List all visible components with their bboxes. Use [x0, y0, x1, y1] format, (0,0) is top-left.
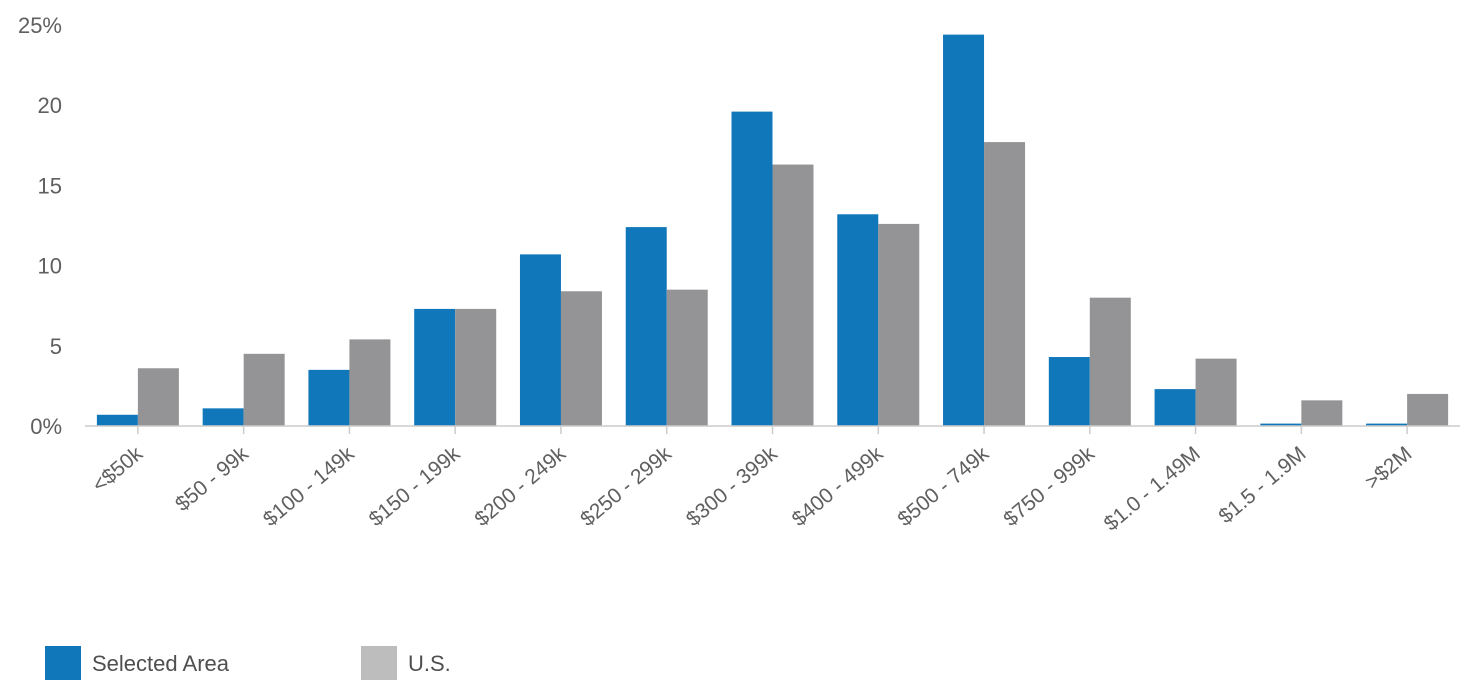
bar-us: [1301, 400, 1343, 426]
legend-item: U.S.: [361, 646, 451, 680]
legend-item: Selected Area: [45, 646, 230, 680]
bar-selected-area: [1048, 357, 1090, 426]
bar-selected-area: [308, 369, 350, 426]
legend-swatch: [361, 646, 397, 680]
bar-us: [137, 368, 179, 426]
y-axis: 0% 5 10 15 20 25%: [18, 13, 62, 439]
x-tick-label: $1.0 - 1.49M: [1100, 442, 1205, 535]
x-tick-label: $150 - 199k: [365, 442, 465, 531]
bars-group: [96, 34, 1449, 427]
y-tick-label: 25%: [18, 13, 62, 38]
x-tick-label: $500 - 749k: [893, 442, 993, 531]
legend-label: U.S.: [408, 651, 451, 676]
y-tick-label: 10: [38, 254, 62, 279]
x-tick-label: $300 - 399k: [682, 442, 782, 531]
bar-us: [772, 164, 814, 426]
bar-us: [878, 223, 920, 426]
x-tick-label: $50 - 99k: [171, 442, 253, 516]
bar-us: [984, 142, 1026, 427]
x-tick-label: $100 - 149k: [259, 442, 359, 531]
x-tick-label: <$50k: [88, 442, 147, 497]
bar-us: [1407, 393, 1449, 426]
x-tick-label: >$2M: [1361, 442, 1416, 494]
bar-selected-area: [414, 308, 456, 426]
bar-selected-area: [837, 214, 879, 426]
bar-us: [1195, 358, 1237, 426]
bar-selected-area: [519, 254, 561, 426]
bar-selected-area: [202, 408, 244, 426]
legend: Selected Area U.S.: [45, 646, 451, 680]
x-axis: <$50k $50 - 99k $100 - 149k $150 - 199k $200…: [85, 425, 1460, 536]
y-tick-label: 5: [50, 334, 62, 359]
x-tick-label: $400 - 499k: [788, 442, 888, 531]
x-tick-label: $200 - 249k: [470, 442, 570, 531]
bar-selected-area: [625, 227, 667, 426]
bar-us: [560, 291, 602, 426]
x-tick-label: $250 - 299k: [576, 442, 676, 531]
bar-us: [243, 353, 285, 426]
x-tick-label: $1.5 - 1.9M: [1214, 442, 1310, 528]
y-tick-label: 20: [38, 93, 62, 118]
bar-selected-area: [943, 34, 985, 427]
y-tick-label: 15: [38, 173, 62, 198]
bar-selected-area: [96, 414, 138, 426]
legend-label: Selected Area: [92, 651, 230, 676]
x-tick-label: $750 - 999k: [999, 442, 1099, 531]
bar-selected-area: [1154, 389, 1196, 426]
bar-us: [455, 308, 497, 426]
bar-us: [666, 289, 708, 426]
bar-selected-area: [1366, 423, 1408, 426]
bar-us: [349, 339, 391, 426]
bar-us: [1089, 297, 1131, 426]
bar-selected-area: [1260, 423, 1302, 426]
y-tick-label: 0%: [30, 414, 62, 439]
bar-selected-area: [731, 111, 773, 426]
legend-swatch: [45, 646, 81, 680]
